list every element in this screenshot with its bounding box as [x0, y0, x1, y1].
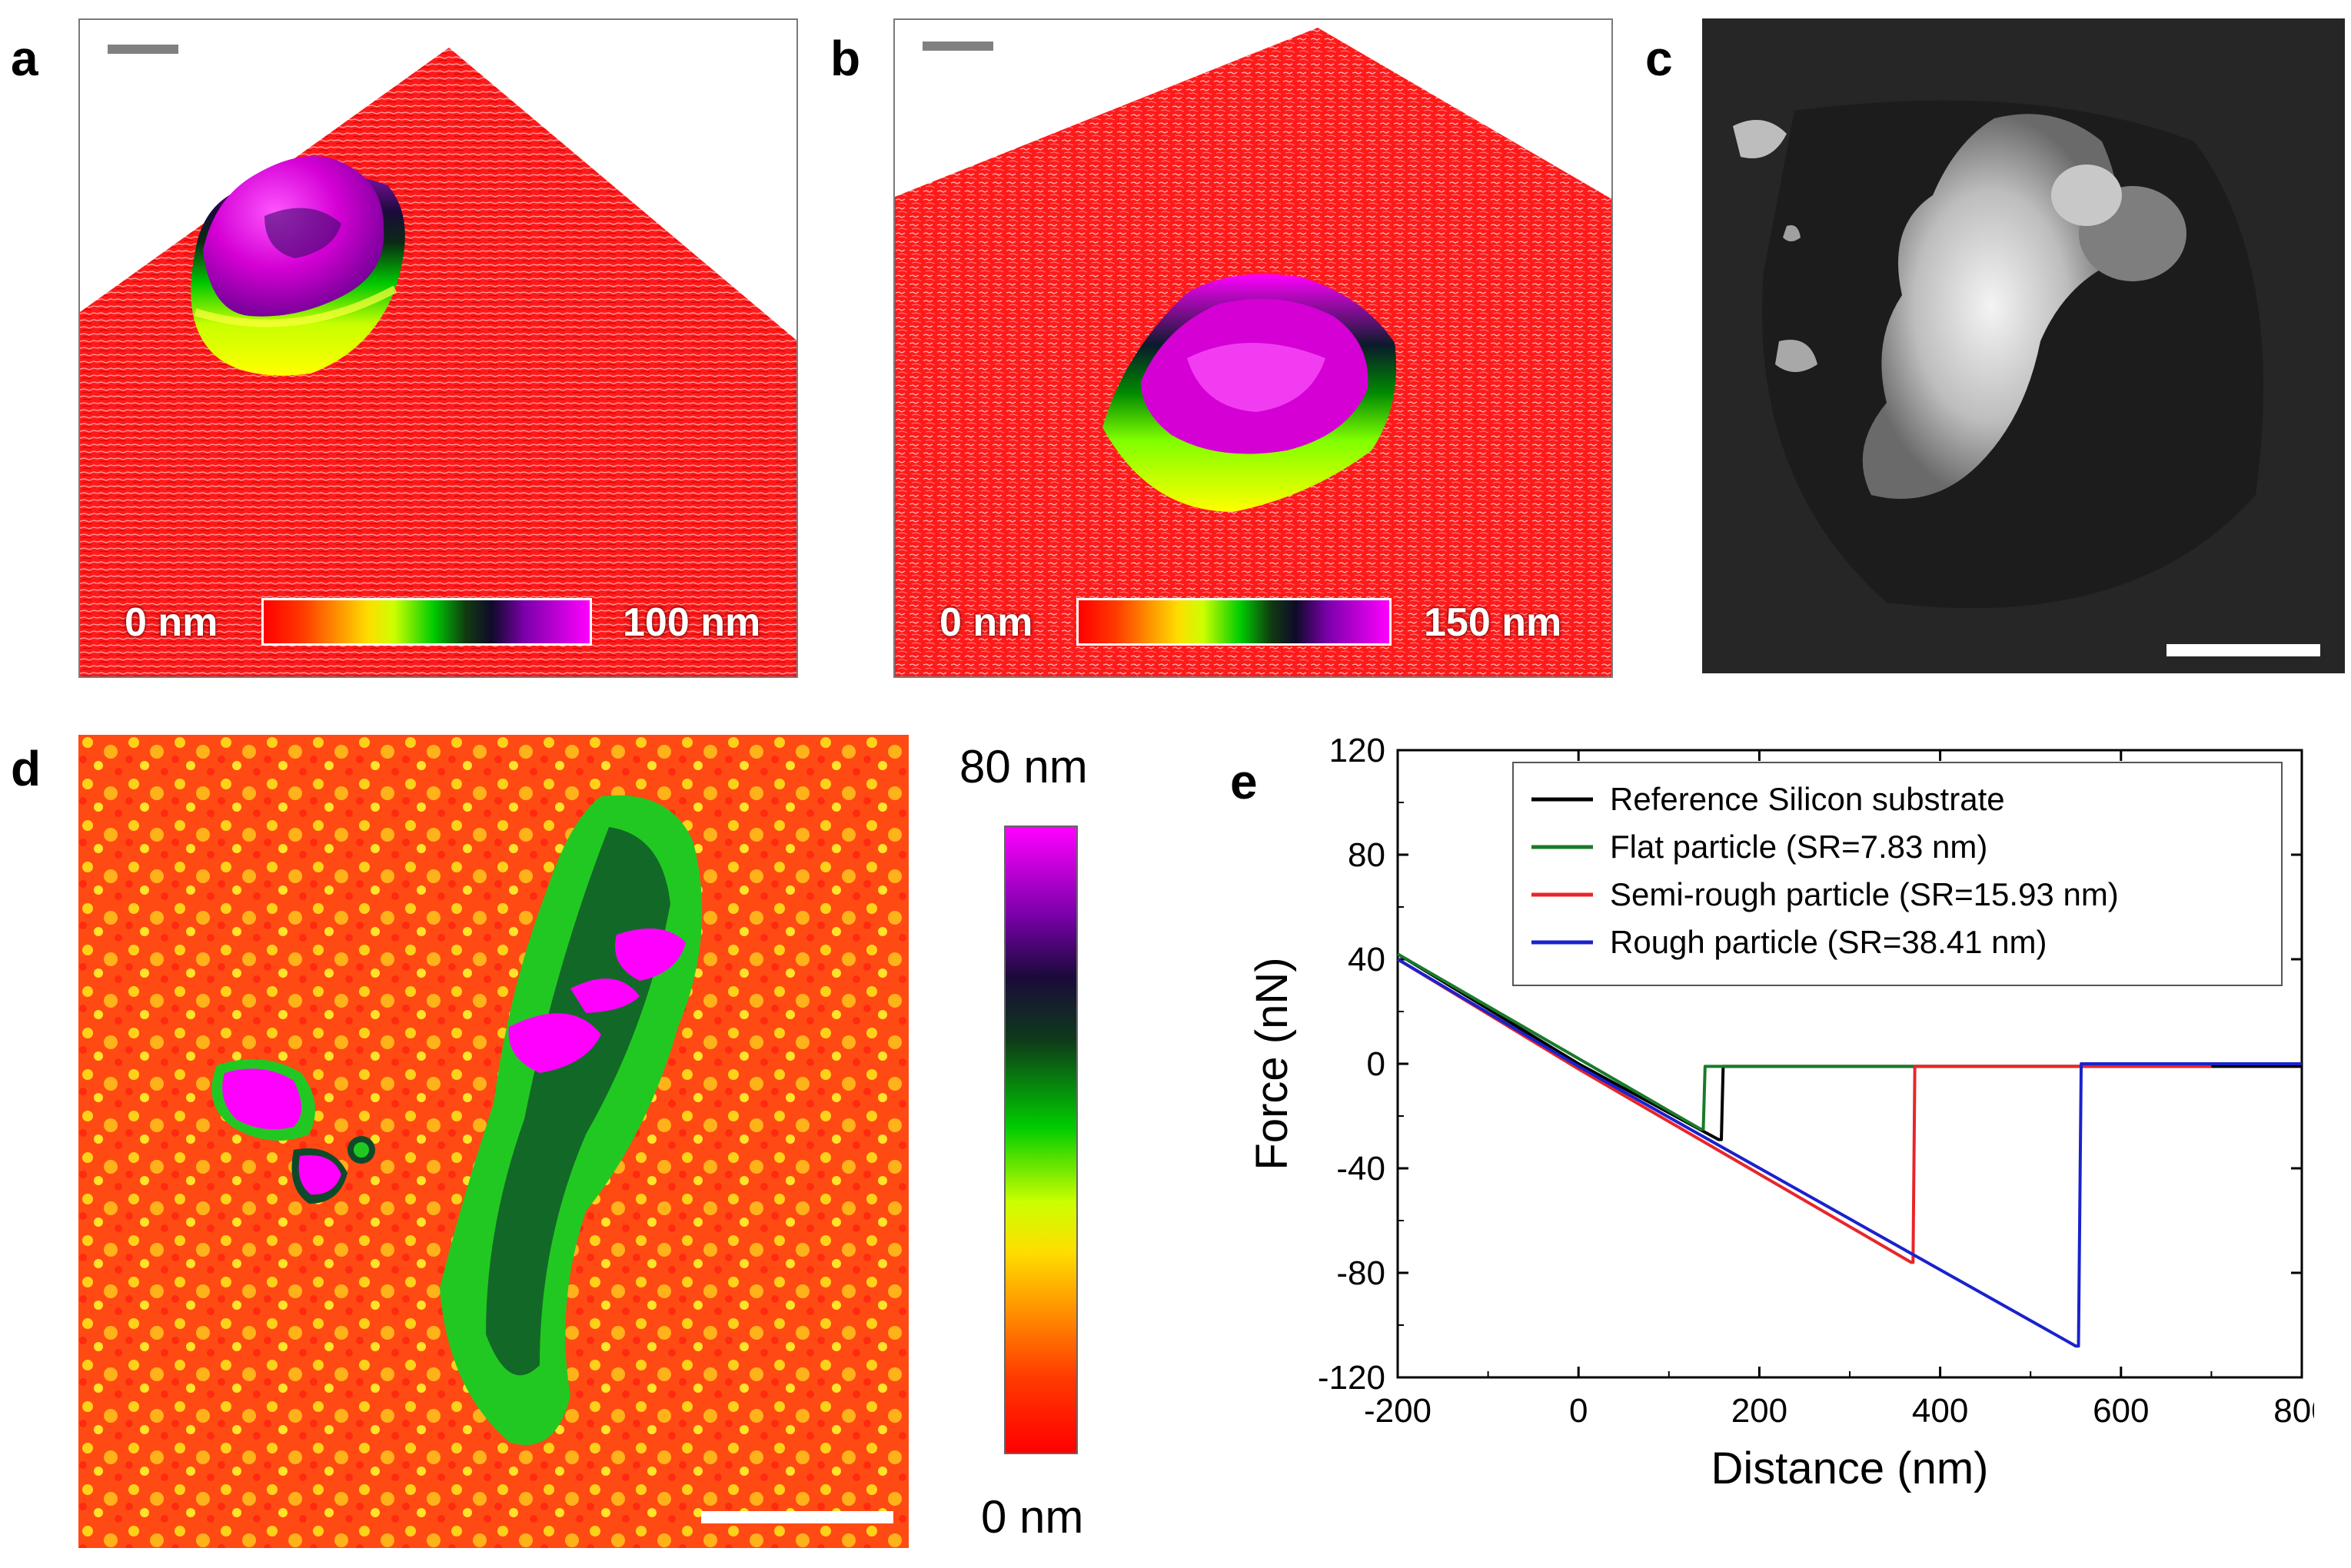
- chart-series: [1396, 952, 2302, 1348]
- legend-entry-1: Reference Silicon substrate: [1610, 781, 2005, 817]
- series-line-2: [1396, 952, 2212, 1131]
- legend-entry-3: Semi-rough particle (SR=15.93 nm): [1610, 876, 2119, 912]
- colorbar-min-label-a: 0 nm: [125, 600, 218, 645]
- x-tick-label: 200: [1731, 1392, 1787, 1430]
- colorbar-max-label-b: 150 nm: [1424, 600, 1562, 645]
- x-tick-label: 400: [1912, 1392, 1968, 1430]
- afm-3d-surface-a: [80, 48, 796, 676]
- y-tick-label: -40: [1336, 1150, 1385, 1188]
- substrate-surface-a: [80, 48, 796, 676]
- panel-letter-c: c: [1645, 31, 1673, 86]
- panel-letter-e: e: [1230, 754, 1258, 809]
- x-tick-label: 600: [2093, 1392, 2149, 1430]
- y-tick-label: 80: [1348, 836, 1385, 874]
- force-distance-chart: -200 0 200 400 600 800 -120 -80 -40 0 40 80 120 Dista…: [1247, 732, 2314, 1493]
- afm-3d-panel-a: 0 nm 100 nm: [78, 18, 798, 678]
- x-tick-label: 800: [2273, 1392, 2314, 1430]
- sem-particle-main: [1862, 114, 2120, 499]
- x-tick-label: -200: [1364, 1392, 1432, 1430]
- afm-3d-surface-b: [895, 28, 1611, 676]
- legend-entry-4: Rough particle (SR=38.41 nm): [1610, 924, 2047, 960]
- afm-height-map: [78, 735, 909, 1548]
- legend-entry-2: Flat particle (SR=7.83 nm): [1610, 829, 1987, 865]
- afm-2d-map-panel-d: [78, 735, 909, 1548]
- x-axis-label: Distance (nm): [1711, 1443, 1989, 1493]
- panel-letter-d: d: [11, 741, 42, 796]
- y-tick-label: -80: [1336, 1254, 1385, 1292]
- colorbar-d: [1004, 826, 1078, 1454]
- colorbar-min-label-d: 0 nm: [981, 1491, 1084, 1543]
- afm-3d-panel-b: 0 nm 150 nm: [893, 18, 1613, 678]
- y-tick-label: 120: [1329, 732, 1385, 769]
- scale-bar-c: [2166, 644, 2320, 656]
- series-line-4: [1396, 958, 2302, 1348]
- y-tick-label: -120: [1318, 1359, 1385, 1397]
- colorbar-max-label-a: 100 nm: [623, 600, 761, 645]
- legend-box: [1512, 762, 2283, 986]
- scale-bar-d: [701, 1511, 893, 1523]
- x-tick-label: 0: [1569, 1392, 1588, 1430]
- y-axis-label: Force (nN): [1247, 957, 1297, 1170]
- colorbar-a: [261, 598, 592, 646]
- colorbar-min-label-b: 0 nm: [939, 600, 1033, 645]
- sem-image-panel-c: [1702, 18, 2345, 673]
- chart-legend: Reference Silicon substrate Flat particle…: [1512, 762, 2283, 986]
- y-tick-label: 40: [1348, 941, 1385, 978]
- scale-bar-b: [923, 42, 993, 51]
- panel-letter-b: b: [830, 31, 861, 86]
- y-tick-label: 0: [1367, 1045, 1385, 1083]
- colorbar-max-label-d: 80 nm: [959, 741, 1088, 792]
- sem-micrograph: [1733, 100, 2263, 609]
- chart-axes: -200 0 200 400 600 800 -120 -80 -40 0 40 80 120 Dista…: [1247, 732, 2314, 1493]
- scale-bar-a: [108, 45, 178, 54]
- colorbar-b: [1076, 598, 1392, 646]
- panel-letter-a: a: [11, 31, 38, 86]
- series-line-3: [1396, 958, 2212, 1264]
